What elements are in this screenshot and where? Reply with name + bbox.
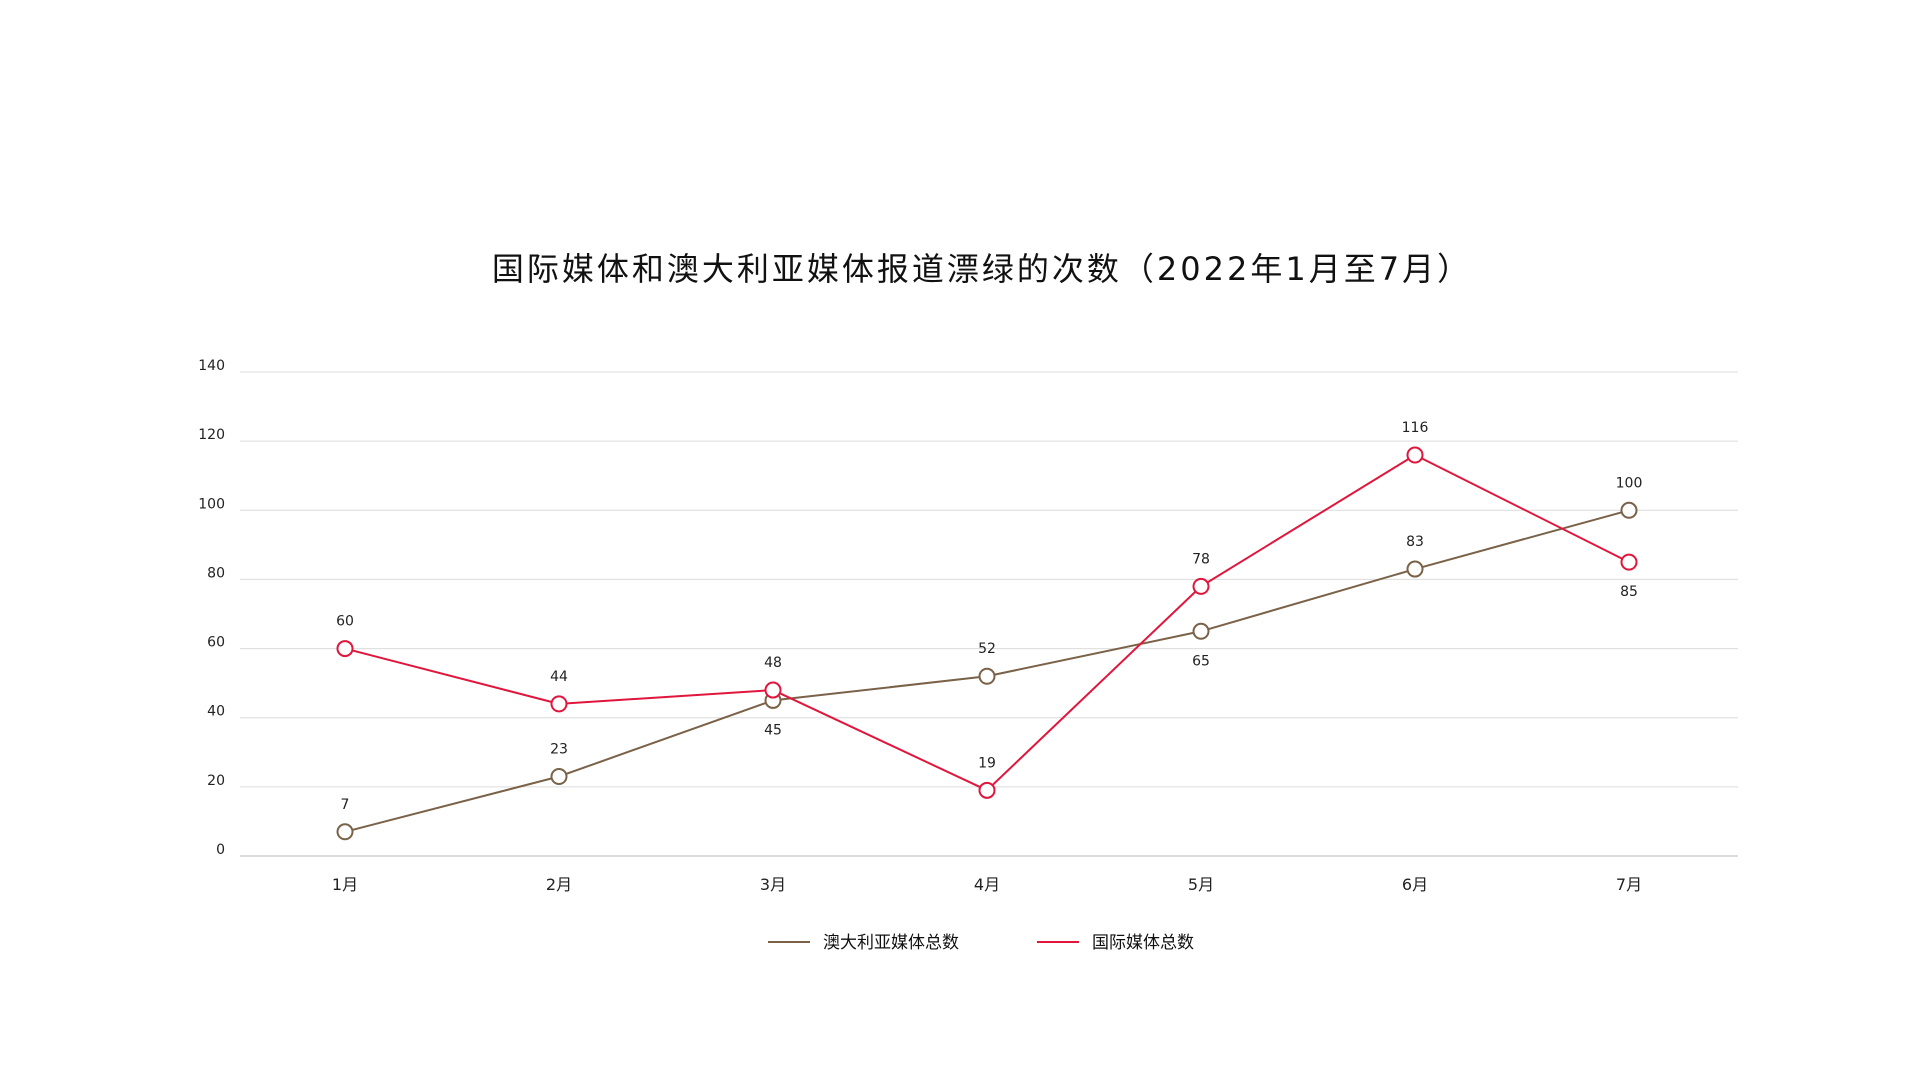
data-label: 45 (764, 722, 782, 738)
data-label: 44 (550, 669, 568, 685)
x-tick-label: 6月 (1402, 875, 1428, 894)
x-tick-label: 5月 (1188, 875, 1214, 894)
y-tick-label: 80 (207, 565, 225, 581)
y-tick-label: 0 (216, 842, 225, 858)
data-label: 52 (978, 641, 996, 657)
y-tick-label: 40 (207, 704, 225, 720)
data-point (1620, 501, 1638, 519)
x-tick-label: 3月 (760, 875, 786, 894)
series-layer (336, 446, 1638, 841)
data-label: 83 (1406, 534, 1424, 550)
data-label: 48 (764, 655, 782, 671)
data-label: 60 (336, 614, 354, 630)
y-tick-label: 60 (207, 635, 225, 651)
data-label: 65 (1192, 653, 1210, 669)
y-tick-label: 20 (207, 773, 225, 789)
x-tick-label: 1月 (332, 875, 358, 894)
data-label: 78 (1192, 551, 1210, 567)
y-tick-label: 100 (198, 496, 225, 512)
data-point (550, 767, 568, 785)
series-line-2 (344, 453, 1630, 792)
grid-layer (240, 371, 1738, 857)
legend-label: 澳大利亚媒体总数 (823, 933, 959, 953)
data-point (550, 695, 568, 713)
x-tick-label: 2月 (546, 875, 572, 894)
legend-label: 国际媒体总数 (1092, 933, 1194, 953)
x-tick-label: 4月 (974, 875, 1000, 894)
y-tick-label: 140 (198, 358, 225, 374)
data-point (764, 681, 782, 699)
legend-item: 澳大利亚媒体总数 (768, 933, 959, 953)
data-label: 23 (550, 741, 568, 757)
data-point (978, 667, 996, 685)
data-label: 100 (1616, 475, 1643, 491)
legend-item: 国际媒体总数 (1037, 933, 1194, 953)
legend: 澳大利亚媒体总数 国际媒体总数 (768, 933, 1194, 953)
data-point (1406, 560, 1424, 578)
x-tick-label: 7月 (1616, 875, 1642, 894)
data-point (1192, 622, 1210, 640)
chart-title: 国际媒体和澳大利亚媒体报道漂绿的次数（2022年1月至7月） (492, 250, 1472, 288)
data-label: 85 (1620, 584, 1638, 600)
y-tick-label: 120 (198, 427, 225, 443)
data-point (1620, 553, 1638, 571)
axis-layer: 0 20 40 60 80 100 120 140 1月 2月 3月 4月 5月 6月 7月 (198, 358, 1642, 894)
data-label: 7 (341, 797, 350, 813)
data-point (336, 823, 354, 841)
data-label-layer: 7 23 45 52 65 83 100 60 44 48 19 78 116 85 (336, 420, 1642, 813)
data-point (336, 640, 354, 658)
data-point (1192, 577, 1210, 595)
data-label: 116 (1402, 420, 1429, 436)
data-point (978, 781, 996, 799)
data-label: 19 (978, 755, 996, 771)
data-point (1406, 446, 1424, 464)
